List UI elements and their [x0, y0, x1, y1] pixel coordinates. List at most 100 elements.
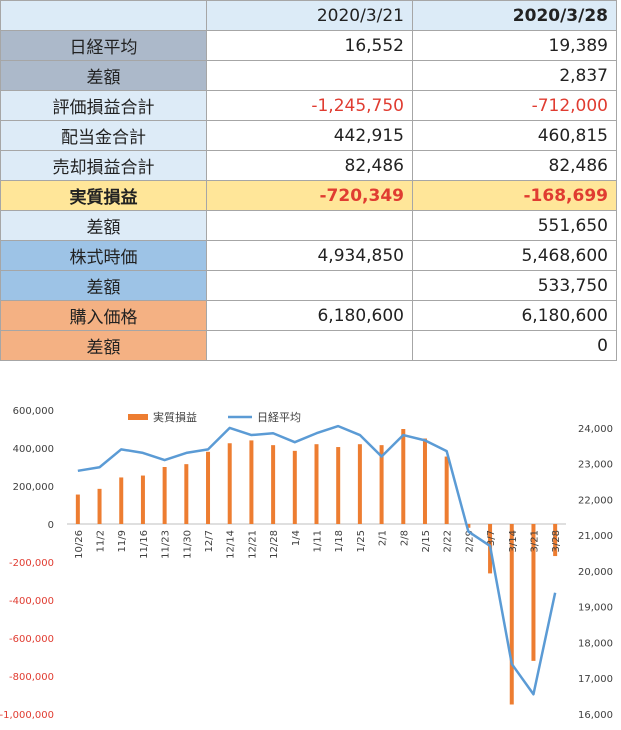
value-cell[interactable]: -168,699: [412, 180, 617, 211]
value-cell[interactable]: 19,389: [412, 30, 617, 61]
y-left-tick-label: 600,000: [13, 406, 54, 417]
x-tick-label: 11/16: [139, 530, 150, 559]
table-header-row: 2020/3/21 2020/3/28: [0, 0, 617, 31]
header-date-cell[interactable]: 2020/3/21: [206, 0, 413, 31]
x-tick-label: 10/26: [74, 530, 85, 559]
value-cell[interactable]: [206, 210, 413, 241]
table-row: 購入価格 6,180,600 6,180,600: [0, 300, 617, 331]
legend-label-bars: 実質損益: [153, 410, 197, 424]
x-tick-label: 11/2: [96, 530, 107, 552]
header-date-cell[interactable]: 2020/3/28: [412, 0, 617, 31]
y-right-tick-label: 17,000: [578, 674, 613, 685]
row-label-cell[interactable]: 差額: [0, 270, 207, 301]
value-cell[interactable]: [206, 60, 413, 91]
table-row: 評価損益合計 -1,245,750 -712,000: [0, 90, 617, 121]
row-label-cell[interactable]: 差額: [0, 330, 207, 361]
y-left-tick-label: 400,000: [13, 444, 54, 455]
row-label-cell[interactable]: 株式時価: [0, 240, 207, 271]
table-row: 配当金合計 442,915 460,815: [0, 120, 617, 151]
bar: [292, 450, 297, 524]
legend-label-line: 日経平均: [257, 411, 301, 424]
x-tick-label: 3/21: [529, 530, 540, 552]
y-right-tick-label: 24,000: [578, 424, 613, 435]
value-cell[interactable]: -712,000: [412, 90, 617, 121]
value-cell[interactable]: 16,552: [206, 30, 413, 61]
value-cell[interactable]: 533,750: [412, 270, 617, 301]
row-label-cell[interactable]: 評価損益合計: [0, 90, 207, 121]
row-label-cell[interactable]: 実質損益: [0, 180, 207, 211]
x-tick-label: 12/21: [247, 530, 258, 559]
x-tick-label: 12/14: [226, 530, 237, 559]
x-tick-label: 11/23: [161, 530, 172, 559]
row-label-cell[interactable]: 差額: [0, 60, 207, 91]
x-tick-label: 1/4: [291, 530, 302, 546]
profit-nikkei-chart: 600,000 400,000 200,000 0 -200,000 -400,000 -6…: [0, 406, 613, 721]
y-right-tick-label: 20,000: [578, 567, 613, 578]
bar: [466, 524, 471, 528]
header-corner-cell[interactable]: [0, 0, 207, 31]
bar: [357, 444, 362, 524]
row-label-cell[interactable]: 売却損益合計: [0, 150, 207, 181]
y-right-tick-label: 21,000: [578, 531, 613, 542]
x-tick-label: 2/15: [421, 530, 432, 552]
y-right-tick-label: 22,000: [578, 495, 613, 506]
x-tick-label: 1/11: [313, 530, 324, 552]
value-cell[interactable]: 2,837: [412, 60, 617, 91]
row-label-cell[interactable]: 日経平均: [0, 30, 207, 61]
row-label-cell[interactable]: 差額: [0, 210, 207, 241]
value-cell[interactable]: 6,180,600: [412, 300, 617, 331]
row-label-cell[interactable]: 購入価格: [0, 300, 207, 331]
x-tick-label: 1/18: [334, 530, 345, 552]
x-tick-label: 3/7: [486, 530, 497, 546]
bar: [553, 524, 558, 557]
table-row: 日経平均 16,552 19,389: [0, 30, 617, 61]
value-cell[interactable]: 0: [412, 330, 617, 361]
table-row: 差額 2,837: [0, 60, 617, 91]
row-label-cell[interactable]: 配当金合計: [0, 120, 207, 151]
x-tick-label: 3/28: [551, 530, 562, 552]
x-tick-label: 11/30: [182, 530, 193, 559]
value-cell[interactable]: 4,934,850: [206, 240, 413, 271]
y-left-tick-label: 200,000: [13, 482, 54, 493]
y-right-tick-label: 23,000: [578, 460, 613, 471]
x-tick-label: 12/28: [269, 530, 280, 559]
value-cell[interactable]: 5,468,600: [412, 240, 617, 271]
bar: [97, 488, 102, 524]
bar: [509, 524, 514, 705]
value-cell[interactable]: 82,486: [412, 150, 617, 181]
bar: [206, 451, 211, 524]
bar: [271, 445, 276, 524]
x-tick-label: 2/8: [399, 530, 410, 546]
value-cell[interactable]: [206, 270, 413, 301]
table-row: 売却損益合計 82,486 82,486: [0, 150, 617, 181]
value-cell[interactable]: -720,349: [206, 180, 413, 211]
y-left-tick-label: -600,000: [9, 634, 54, 645]
bar: [184, 464, 189, 524]
value-cell[interactable]: 551,650: [412, 210, 617, 241]
bar: [444, 456, 449, 524]
bar: [401, 429, 406, 524]
bar: [162, 467, 167, 524]
bar: [336, 447, 341, 524]
y-left-tick-label: -400,000: [9, 596, 54, 607]
y-right-tick-label: 19,000: [578, 603, 613, 614]
y-right-tick-label: 18,000: [578, 638, 613, 649]
value-cell[interactable]: 6,180,600: [206, 300, 413, 331]
value-cell[interactable]: 460,815: [412, 120, 617, 151]
y-right-tick-label: 16,000: [578, 710, 613, 721]
table-row: 差額 0: [0, 330, 617, 361]
x-tick-label: 2/22: [443, 530, 454, 552]
x-tick-label: 11/9: [117, 530, 128, 552]
y-left-tick-label: -200,000: [9, 558, 54, 569]
value-cell[interactable]: [206, 330, 413, 361]
x-tick-label: 1/25: [356, 530, 367, 552]
value-cell[interactable]: -1,245,750: [206, 90, 413, 121]
bar: [379, 445, 384, 524]
bar: [314, 444, 319, 524]
bar: [249, 440, 254, 524]
summary-table: 2020/3/21 2020/3/28 日経平均 16,552 19,389 差額 2,83…: [0, 0, 617, 361]
legend-swatch-bars: [128, 414, 148, 420]
bar: [531, 524, 536, 661]
value-cell[interactable]: 82,486: [206, 150, 413, 181]
value-cell[interactable]: 442,915: [206, 120, 413, 151]
